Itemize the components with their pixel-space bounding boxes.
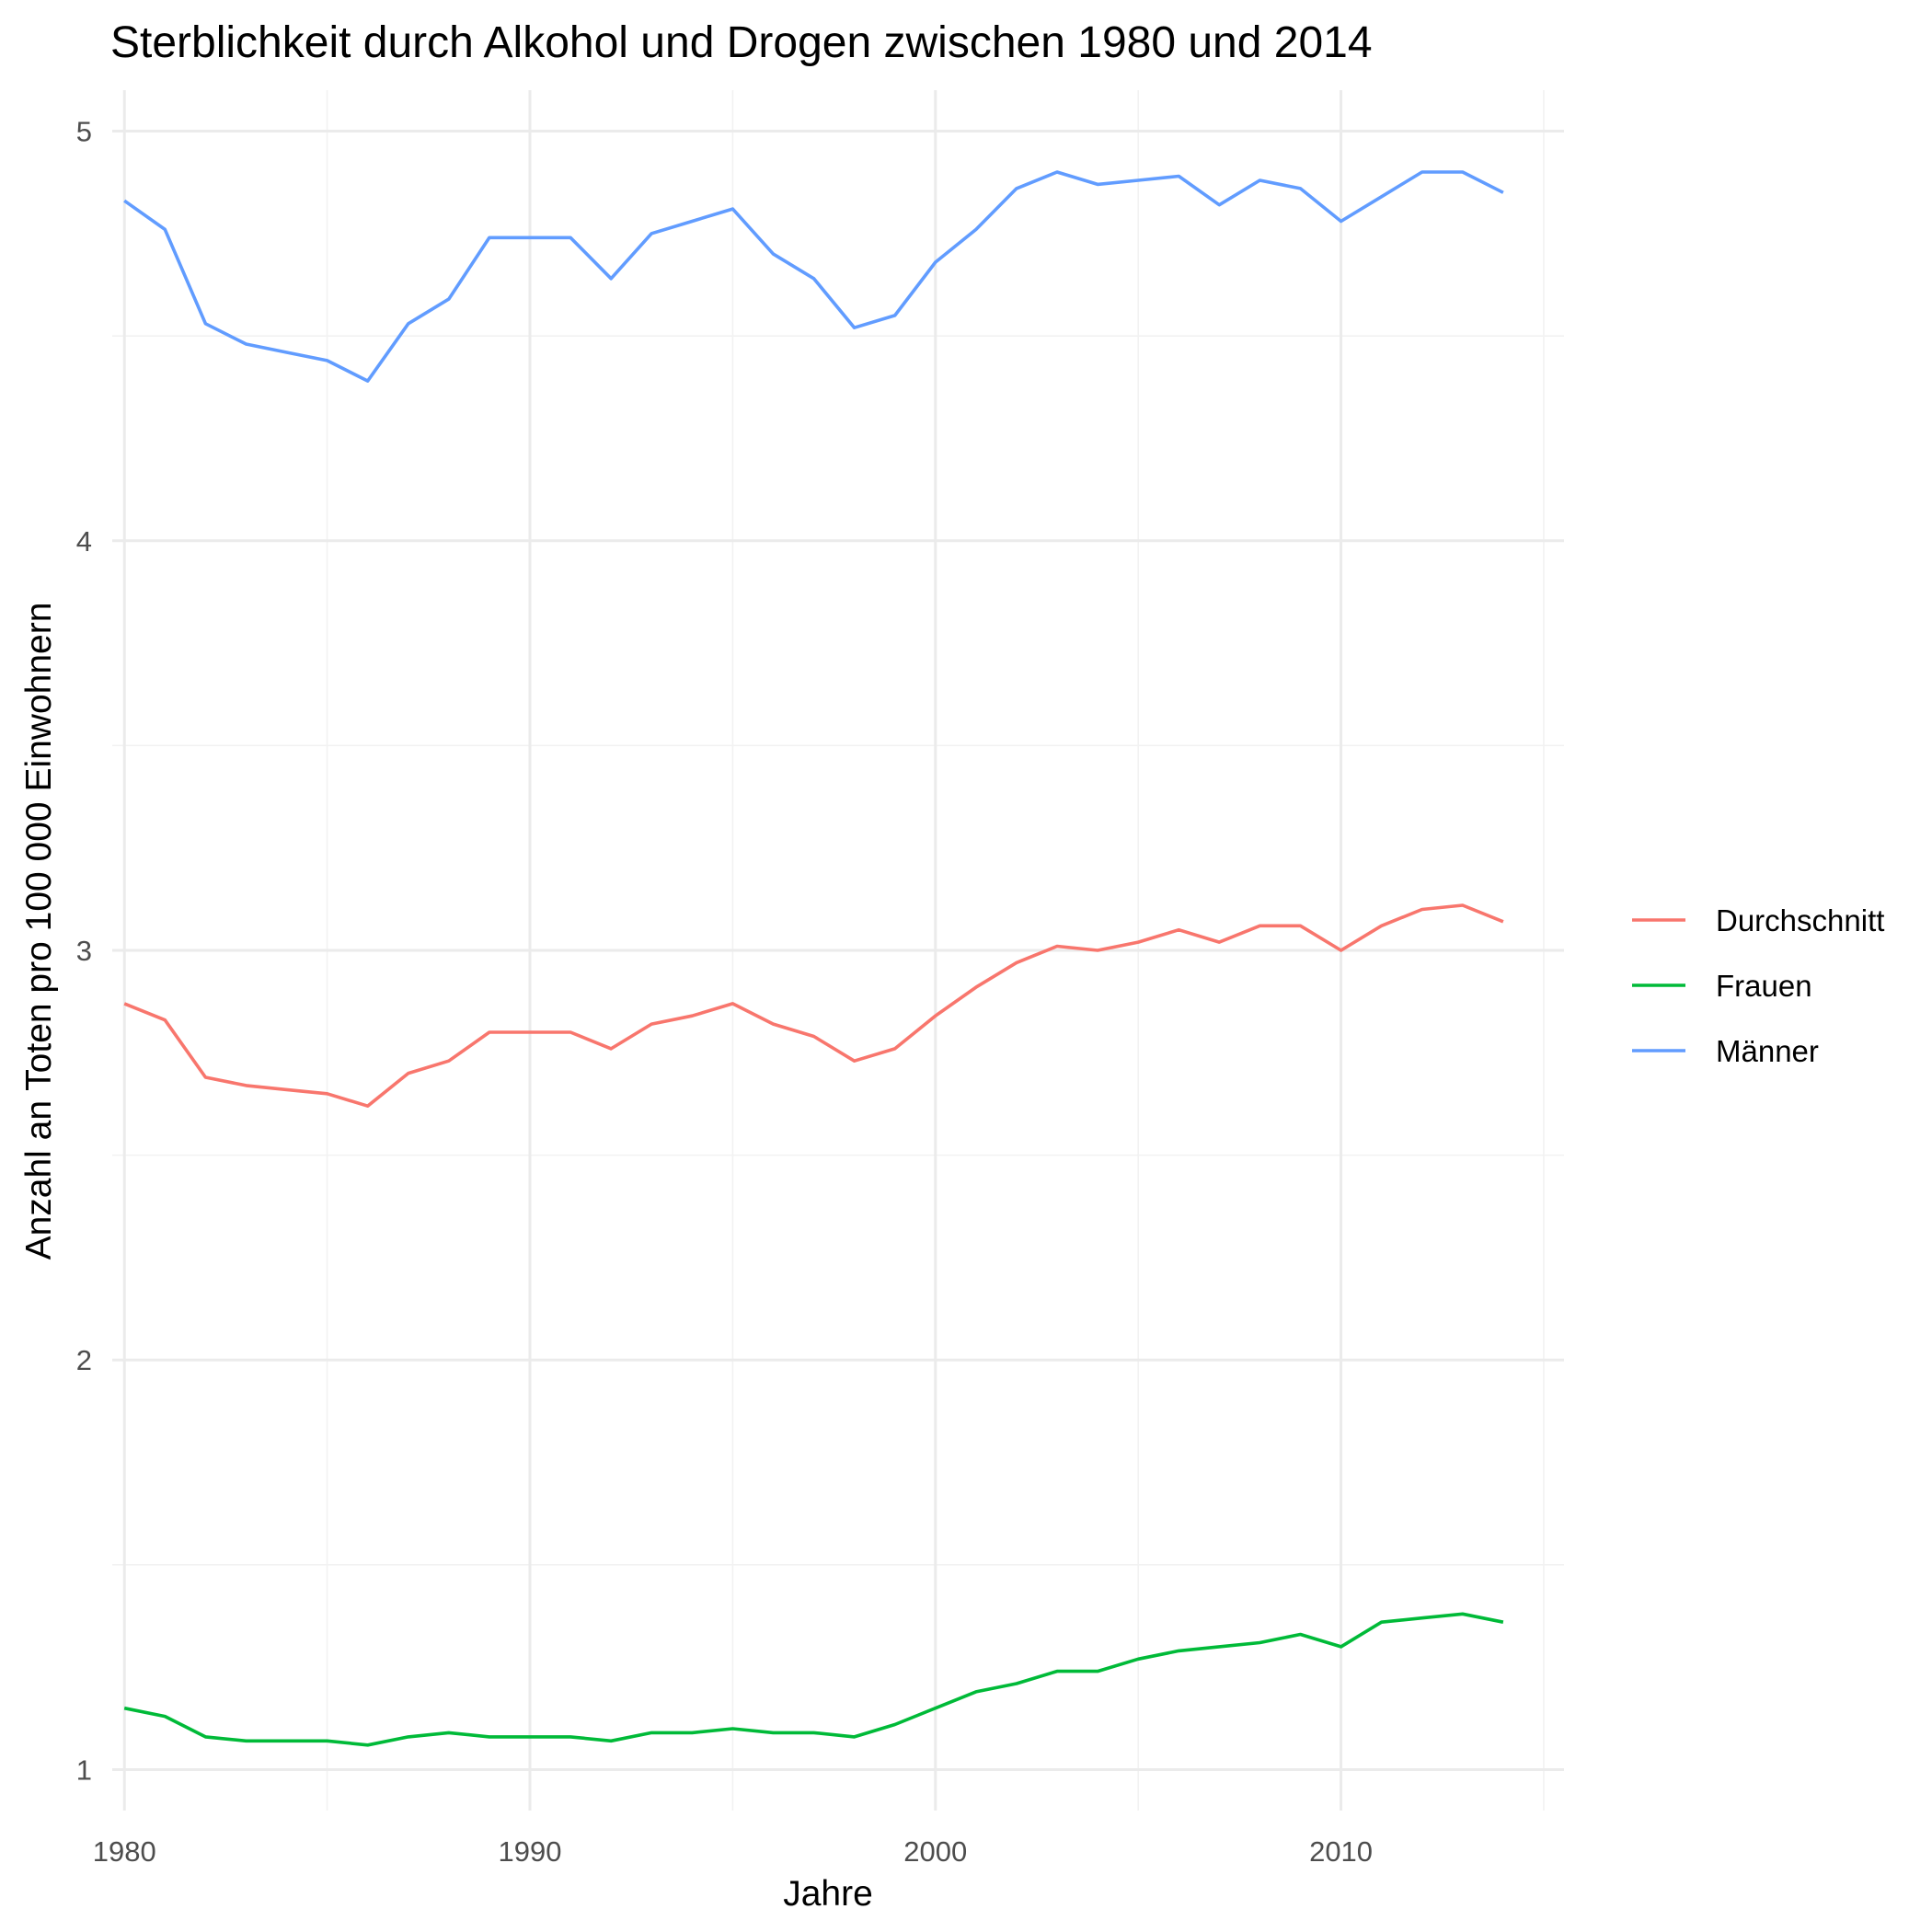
y-axis-ticks: 1 2 3 4 5 [76,116,92,1787]
y-axis-title: Anzahl an Toten pro 100 000 Einwohnern [19,603,59,1260]
series-line-durchschnitt [123,903,1504,1108]
series-lines [123,170,1504,1747]
y-tick-label: 1 [76,1754,92,1786]
legend-label: Männer [1716,1034,1819,1068]
series-line-frauen [123,1612,1504,1747]
x-axis-title: Jahre [783,1874,873,1914]
legend: Durchschnitt Frauen Männer [1632,903,1884,1068]
y-tick-label: 4 [76,525,92,558]
x-axis-ticks: 1980 1990 2000 2010 [93,1835,1373,1868]
y-tick-label: 3 [76,935,92,967]
y-tick-label: 2 [76,1344,92,1376]
grid [112,90,1564,1811]
x-tick-label: 1980 [93,1835,156,1868]
legend-label: Durchschnitt [1716,903,1884,937]
series-line-männer [123,170,1504,383]
x-tick-label: 1990 [499,1835,562,1868]
x-tick-label: 2000 [903,1835,967,1868]
legend-label: Frauen [1716,969,1812,1003]
y-tick-label: 5 [76,116,92,148]
x-tick-label: 2010 [1309,1835,1373,1868]
chart-title: Sterblichkeit durch Alkohol und Drogen z… [110,18,1373,67]
